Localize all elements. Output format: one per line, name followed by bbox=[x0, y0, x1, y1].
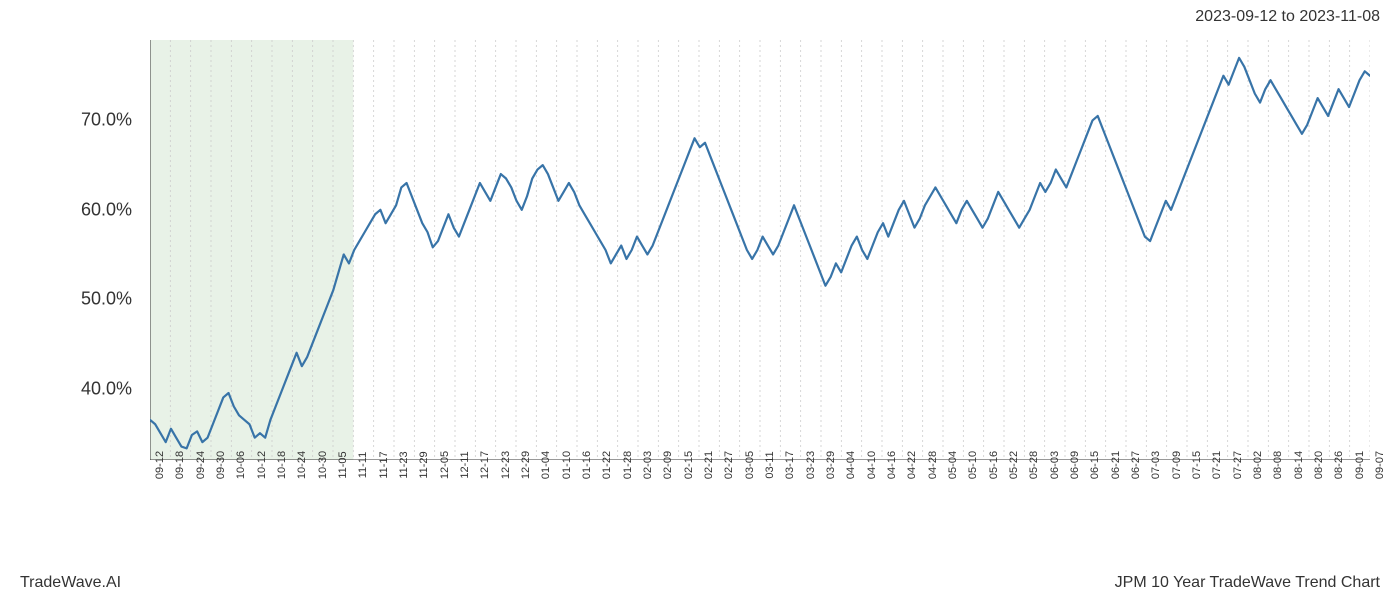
x-tick-label: 01-04 bbox=[540, 451, 552, 479]
x-tick-label: 02-27 bbox=[723, 451, 735, 479]
x-tick-label: 03-29 bbox=[825, 451, 837, 479]
y-tick-label: 70.0% bbox=[81, 110, 132, 131]
x-tick-label: 04-28 bbox=[927, 451, 939, 479]
x-tick-label: 07-03 bbox=[1150, 451, 1162, 479]
brand-label: TradeWave.AI bbox=[20, 574, 121, 592]
x-tick-label: 02-21 bbox=[703, 451, 715, 479]
x-tick-label: 09-07 bbox=[1374, 451, 1386, 479]
x-tick-label: 12-11 bbox=[459, 451, 471, 478]
x-tick-label: 11-11 bbox=[357, 452, 369, 479]
x-tick-label: 02-03 bbox=[642, 451, 654, 479]
x-tick-label: 04-04 bbox=[845, 451, 857, 479]
x-tick-label: 05-22 bbox=[1008, 451, 1020, 479]
x-tick-label: 10-06 bbox=[235, 451, 247, 479]
x-tick-label: 08-14 bbox=[1293, 451, 1305, 479]
x-tick-label: 12-17 bbox=[479, 451, 491, 479]
chart-title: JPM 10 Year TradeWave Trend Chart bbox=[1115, 574, 1380, 592]
x-tick-label: 06-15 bbox=[1089, 451, 1101, 479]
x-tick-label: 11-23 bbox=[398, 451, 410, 478]
x-tick-label: 08-02 bbox=[1252, 451, 1264, 479]
x-tick-label: 05-10 bbox=[967, 451, 979, 479]
x-tick-label: 07-09 bbox=[1171, 451, 1183, 479]
x-tick-label: 01-22 bbox=[601, 451, 613, 479]
plot-region bbox=[150, 40, 1370, 460]
x-tick-label: 06-21 bbox=[1110, 451, 1122, 479]
x-tick-label: 12-29 bbox=[520, 451, 532, 479]
x-tick-label: 02-09 bbox=[662, 451, 674, 479]
x-tick-label: 06-09 bbox=[1069, 451, 1081, 479]
x-tick-label: 03-11 bbox=[764, 451, 776, 478]
footer: TradeWave.AI JPM 10 Year TradeWave Trend… bbox=[20, 574, 1380, 592]
x-tick-label: 03-23 bbox=[805, 451, 817, 479]
x-tick-label: 06-27 bbox=[1130, 451, 1142, 479]
x-tick-label: 01-10 bbox=[561, 451, 573, 479]
x-tick-label: 11-17 bbox=[378, 451, 390, 478]
y-tick-label: 50.0% bbox=[81, 289, 132, 310]
x-tick-label: 06-03 bbox=[1049, 451, 1061, 479]
y-tick-label: 60.0% bbox=[81, 199, 132, 220]
x-tick-label: 05-28 bbox=[1028, 451, 1040, 479]
x-tick-label: 12-23 bbox=[500, 451, 512, 479]
date-range-text: 2023-09-12 to 2023-11-08 bbox=[1195, 8, 1380, 25]
x-tick-label: 04-10 bbox=[866, 451, 878, 479]
line-chart-svg bbox=[150, 40, 1370, 460]
x-tick-label: 09-18 bbox=[174, 451, 186, 479]
x-tick-label: 10-30 bbox=[317, 451, 329, 479]
x-tick-label: 09-24 bbox=[195, 451, 207, 479]
x-tick-label: 10-12 bbox=[256, 451, 268, 479]
y-axis: 40.0% 50.0% 60.0% 70.0% bbox=[20, 40, 140, 460]
x-tick-label: 09-01 bbox=[1354, 451, 1366, 479]
x-tick-label: 03-17 bbox=[784, 451, 796, 479]
chart-container: 40.0%50.0%60.0%70.0% 09-1209-1809-2409-3… bbox=[20, 40, 1380, 540]
x-tick-label: 07-21 bbox=[1211, 451, 1223, 479]
x-tick-label: 07-15 bbox=[1191, 451, 1203, 479]
x-tick-label: 03-05 bbox=[744, 451, 756, 479]
x-tick-label: 04-22 bbox=[906, 451, 918, 479]
y-tick-label: 40.0% bbox=[81, 378, 132, 399]
x-tick-label: 04-16 bbox=[886, 451, 898, 479]
x-tick-label: 11-05 bbox=[337, 451, 349, 478]
x-tick-label: 11-29 bbox=[418, 451, 430, 478]
x-tick-label: 10-18 bbox=[276, 451, 288, 479]
x-tick-label: 02-15 bbox=[683, 451, 695, 479]
x-tick-label: 09-12 bbox=[154, 451, 166, 479]
x-tick-label: 01-16 bbox=[581, 451, 593, 479]
x-tick-label: 07-27 bbox=[1232, 451, 1244, 479]
x-tick-label: 08-20 bbox=[1313, 451, 1325, 479]
x-tick-label: 08-08 bbox=[1272, 451, 1284, 479]
x-tick-label: 01-28 bbox=[622, 451, 634, 479]
x-tick-label: 08-26 bbox=[1333, 451, 1345, 479]
x-tick-label: 05-04 bbox=[947, 451, 959, 479]
date-range-header: 2023-09-12 to 2023-11-08 bbox=[1195, 8, 1380, 26]
x-axis: 09-1209-1809-2409-3010-0610-1210-1810-24… bbox=[150, 465, 1370, 535]
x-tick-label: 10-24 bbox=[296, 451, 308, 479]
x-tick-label: 05-16 bbox=[988, 451, 1000, 479]
x-tick-label: 09-30 bbox=[215, 451, 227, 479]
x-tick-label: 12-05 bbox=[439, 451, 451, 479]
